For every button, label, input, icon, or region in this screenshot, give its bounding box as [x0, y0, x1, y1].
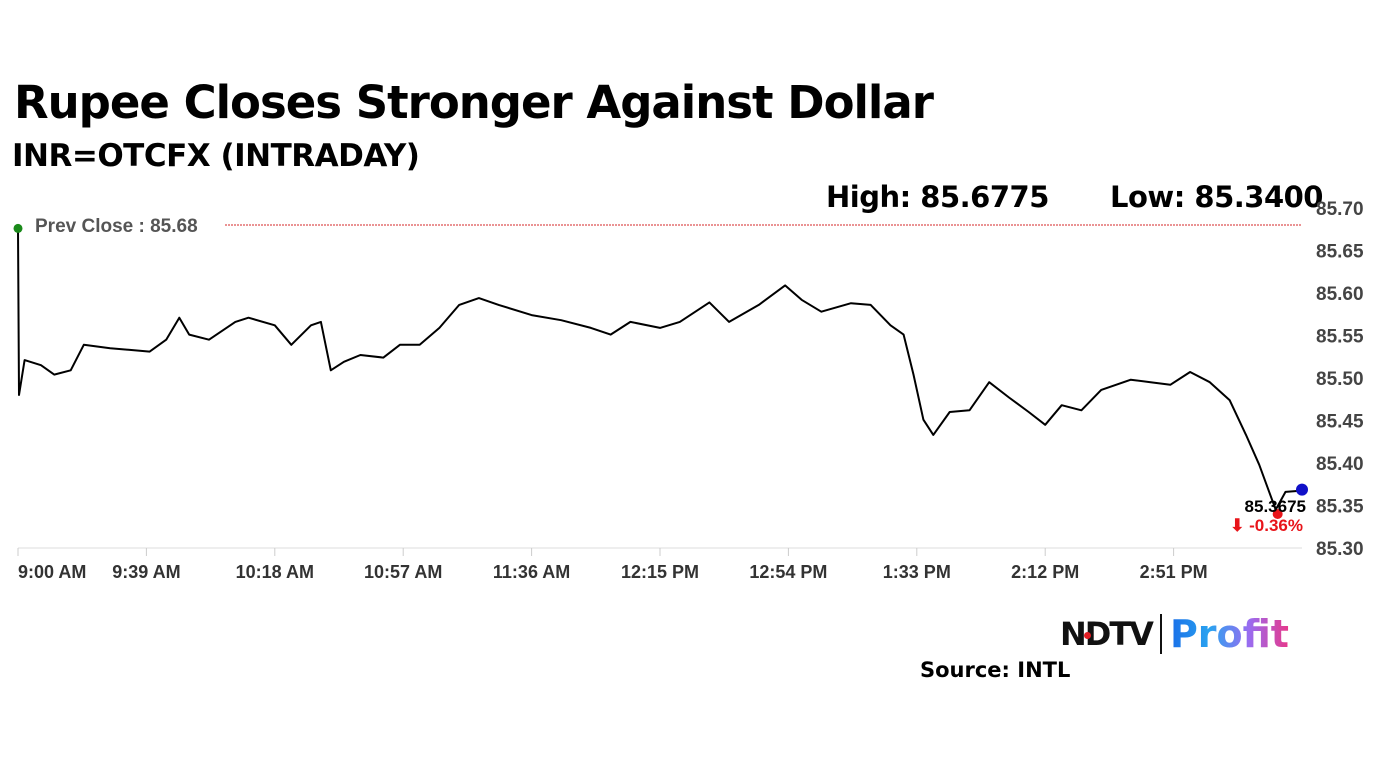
- change-percent-label: ⬇ -0.36%: [1230, 516, 1303, 535]
- logo-separator: [1159, 614, 1162, 654]
- chart-title: Rupee Closes Stronger Against Dollar: [14, 76, 934, 129]
- y-tick-label: 85.35: [1316, 497, 1364, 518]
- y-tick-label: 85.40: [1316, 454, 1364, 475]
- ndtv-profit-logo: NDTV Profit: [1060, 612, 1289, 656]
- x-tick-label: 12:54 PM: [749, 562, 827, 582]
- x-tick-label: 12:15 PM: [621, 562, 699, 582]
- x-tick-label: 2:12 PM: [1011, 562, 1079, 582]
- source-label: Source: INTL: [920, 658, 1071, 682]
- chart-subtitle: INR=OTCFX (INTRADAY): [12, 138, 420, 174]
- x-tick-label: 2:51 PM: [1140, 562, 1208, 582]
- x-tick-label: 9:39 AM: [112, 562, 180, 582]
- y-tick-label: 85.45: [1316, 412, 1364, 433]
- y-tick-label: 85.60: [1316, 284, 1364, 305]
- x-tick-label: 11:36 AM: [493, 562, 570, 582]
- prev-close-label: Prev Close : 85.68: [35, 216, 198, 237]
- low-value: Low: 85.3400: [1110, 180, 1323, 214]
- y-tick-label: 85.55: [1316, 327, 1364, 348]
- logo-profit: Profit: [1169, 612, 1289, 656]
- last-point-dot: [1296, 483, 1308, 496]
- start-point-dot: [13, 223, 23, 233]
- x-tick-label: 10:18 AM: [236, 562, 314, 582]
- high-value: High: 85.6775: [826, 180, 1049, 214]
- x-tick-label: 9:00 AM: [18, 562, 86, 582]
- x-tick-label: 1:33 PM: [883, 562, 951, 582]
- low-point-dot: [1272, 509, 1283, 519]
- logo-ndtv: NDTV: [1060, 615, 1154, 653]
- x-tick-label: 10:57 AM: [364, 562, 442, 582]
- y-tick-label: 85.30: [1316, 539, 1364, 560]
- last-value-label: 85.3675: [1245, 497, 1306, 516]
- y-tick-label: 85.50: [1316, 369, 1364, 390]
- y-tick-label: 85.65: [1316, 242, 1364, 263]
- logo-dot-icon: [1084, 632, 1091, 639]
- y-tick-label: 85.70: [1316, 199, 1364, 220]
- price-line: [17, 228, 1303, 511]
